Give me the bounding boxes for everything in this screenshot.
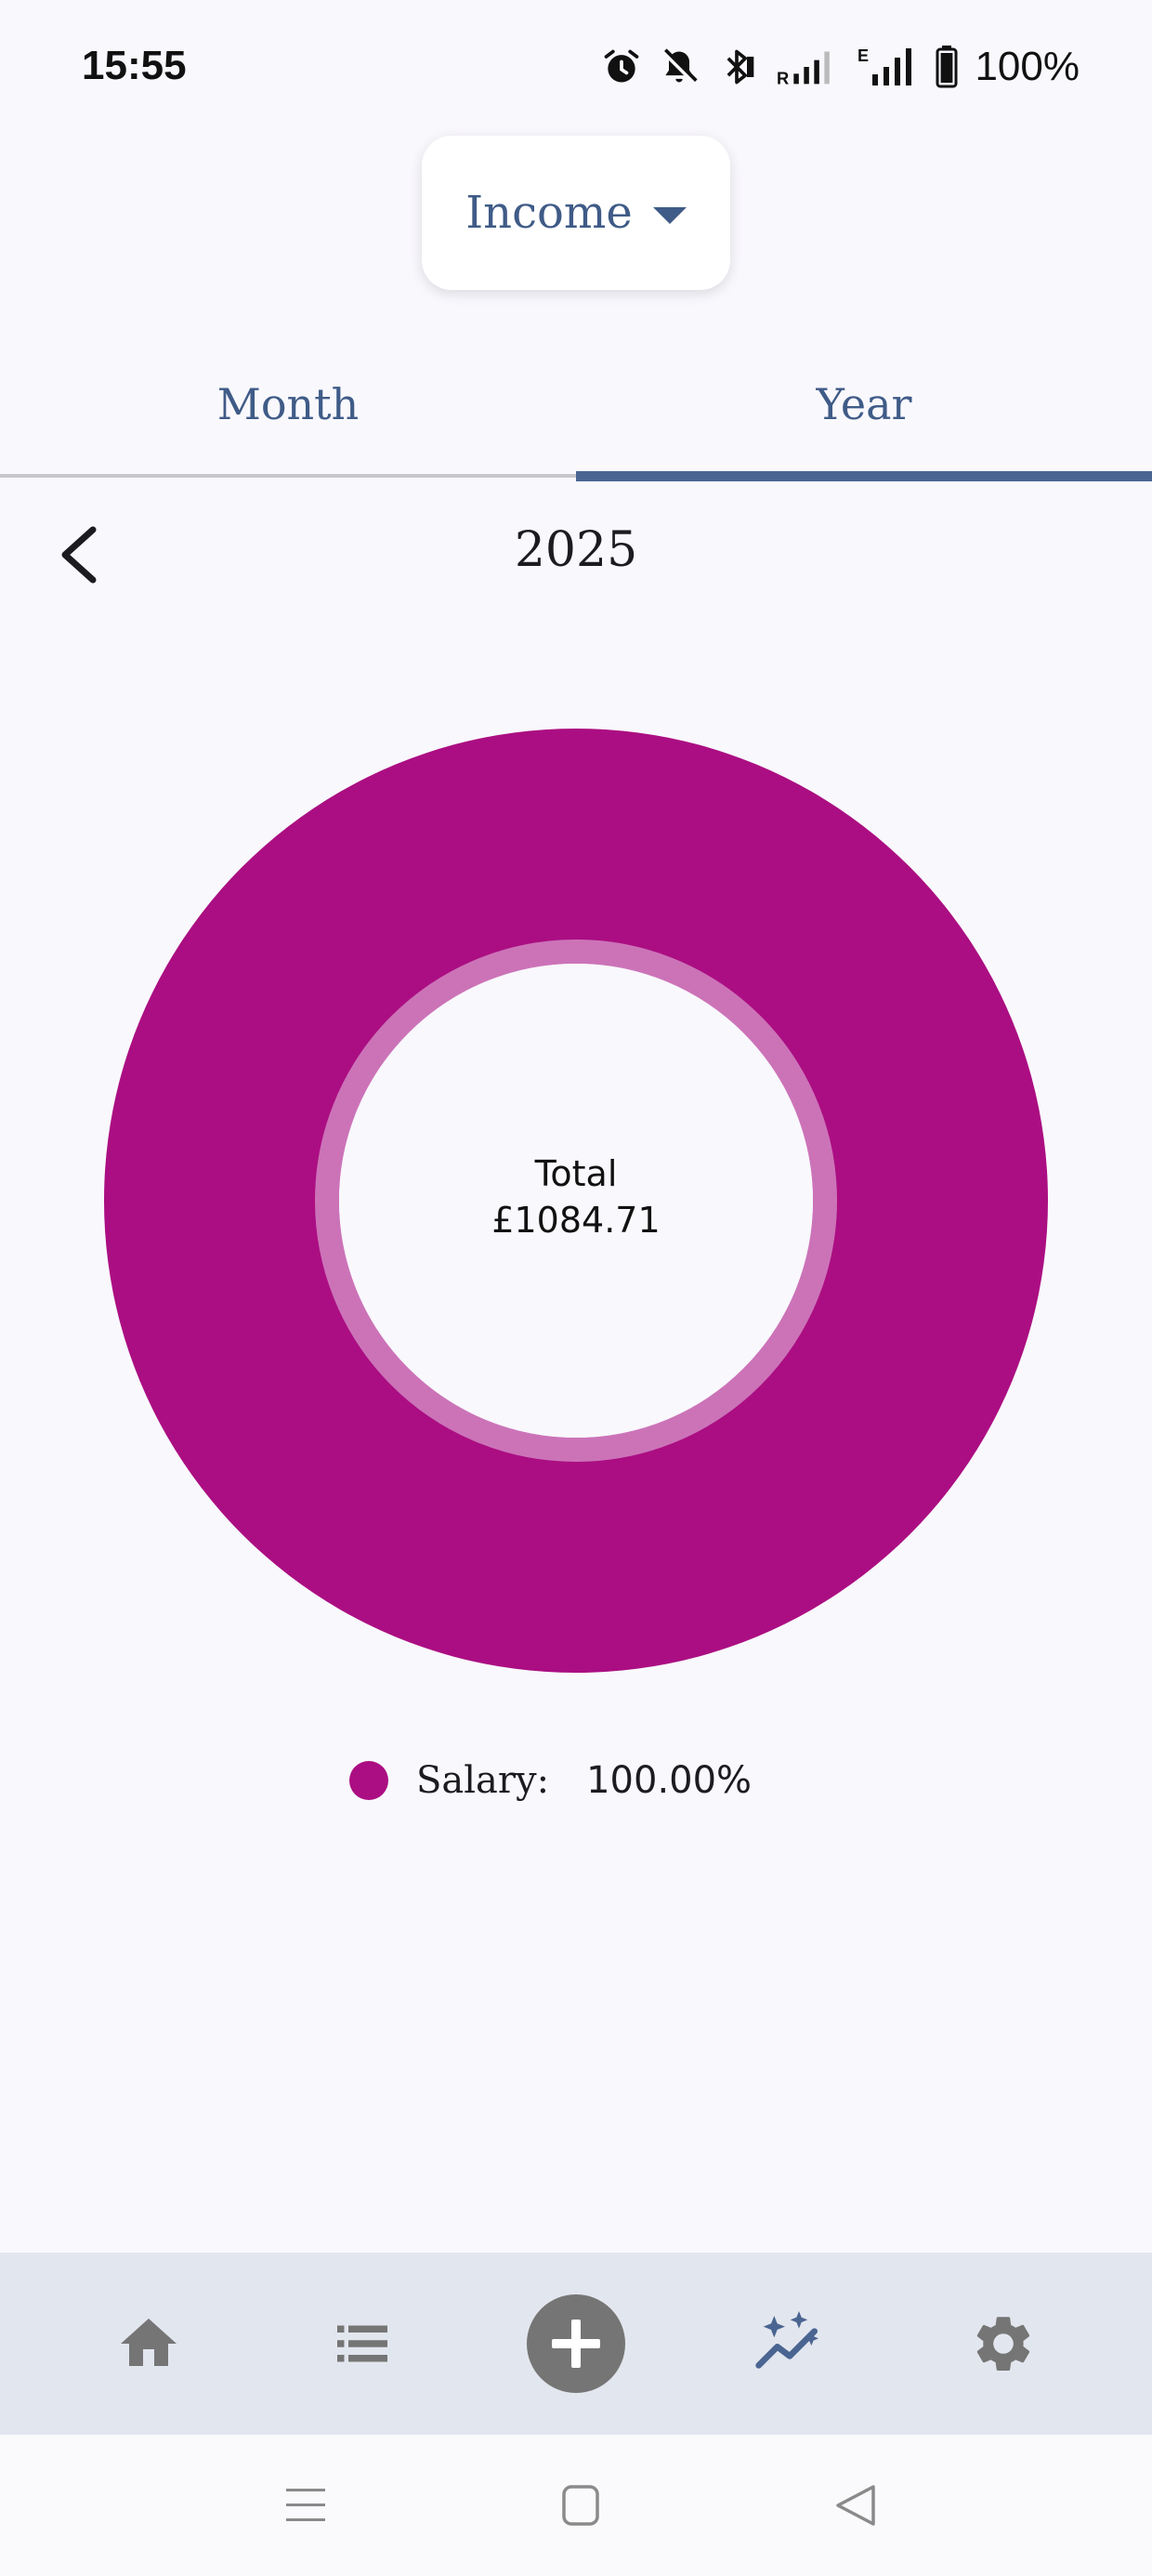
bottom-navigation xyxy=(0,2253,1152,2435)
chart-total-label: Total xyxy=(534,1153,618,1194)
period-tabs: Month Year xyxy=(0,335,1152,481)
chart-center-summary: Total £1084.71 xyxy=(390,1150,762,1243)
gear-icon xyxy=(976,2317,1030,2372)
nav-statistics-button[interactable] xyxy=(715,2253,864,2435)
chart-sparkle-icon xyxy=(755,2311,818,2369)
mute-icon xyxy=(662,48,699,85)
plus-circle-icon xyxy=(527,2294,625,2393)
list-icon xyxy=(337,2325,387,2362)
legend-category-value: 100.00% xyxy=(586,1759,753,1802)
chevron-left-icon xyxy=(61,526,97,584)
status-bar: 15:55 R E xyxy=(0,0,1152,139)
tab-year[interactable]: Year xyxy=(816,379,912,429)
system-back-button[interactable] xyxy=(823,2477,888,2533)
status-icons: R E 100% xyxy=(601,41,1080,93)
tab-active-indicator xyxy=(576,471,1152,481)
bluetooth-icon xyxy=(727,49,754,85)
nav-transactions-button[interactable] xyxy=(288,2253,437,2435)
signal-icon: E xyxy=(857,46,912,85)
nav-add-button[interactable] xyxy=(502,2253,650,2435)
donut-slice-salary[interactable] xyxy=(103,729,1048,1673)
system-navigation-bar xyxy=(0,2435,1152,2576)
caret-down-icon xyxy=(652,207,687,224)
chart-total-amount: £1084.71 xyxy=(491,1200,661,1241)
type-dropdown[interactable]: Income xyxy=(422,136,730,290)
nav-settings-button[interactable] xyxy=(929,2253,1078,2435)
battery-icon xyxy=(936,46,958,88)
signal-roaming-icon: R xyxy=(777,51,831,87)
home-icon xyxy=(121,2319,177,2366)
previous-period-button[interactable] xyxy=(37,513,121,597)
square-icon xyxy=(562,2485,599,2526)
system-recents-button[interactable] xyxy=(273,2477,338,2533)
chart-legend-item: Salary: 100.00% xyxy=(349,1753,752,1808)
system-home-button[interactable] xyxy=(548,2477,613,2533)
dropdown-selected-value: Income xyxy=(465,187,633,239)
svg-text:R: R xyxy=(777,68,789,87)
period-label: 2025 xyxy=(514,522,638,578)
status-time: 15:55 xyxy=(82,43,187,88)
battery-percentage: 100% xyxy=(975,44,1080,89)
donut-inner-ring xyxy=(315,940,837,1462)
svg-text:E: E xyxy=(857,46,869,65)
legend-category-name: Salary: xyxy=(416,1759,550,1802)
donut-hole xyxy=(339,964,813,1438)
menu-icon xyxy=(286,2489,325,2521)
back-triangle-icon xyxy=(836,2485,875,2526)
tab-month[interactable]: Month xyxy=(216,379,360,429)
nav-home-button[interactable] xyxy=(74,2253,223,2435)
alarm-icon xyxy=(605,49,639,83)
donut-chart xyxy=(103,729,1048,1673)
legend-color-dot xyxy=(349,1761,388,1800)
